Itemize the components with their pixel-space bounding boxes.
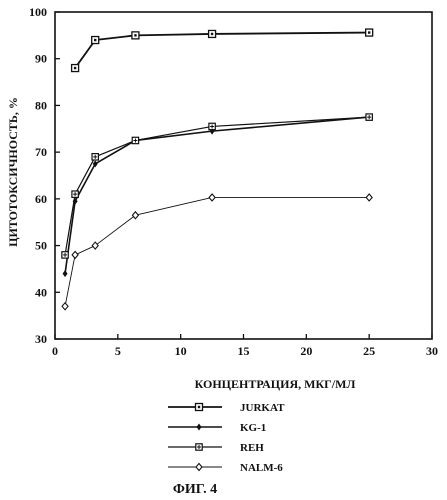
plot-frame xyxy=(54,11,433,340)
series-kg-1 xyxy=(62,113,372,278)
data-point xyxy=(365,193,373,202)
legend-marker xyxy=(196,423,202,431)
data-point xyxy=(62,270,68,278)
data-point xyxy=(131,31,140,40)
x-tick-label: 0 xyxy=(52,344,58,358)
data-point xyxy=(208,122,216,131)
x-tick-label: 30 xyxy=(426,344,438,358)
figure-caption: ФИГ. 4 xyxy=(173,482,217,497)
data-point xyxy=(92,160,98,168)
y-tick-label: 60 xyxy=(35,192,47,206)
x-axis-ticks: 0 5 10 15 20 25 30 xyxy=(52,334,438,358)
x-tick-label: 15 xyxy=(238,344,250,358)
x-tick-label: 10 xyxy=(175,344,187,358)
legend-marker xyxy=(195,462,203,472)
y-axis-title: ЦИТОТОКСИЧНОСТЬ, % xyxy=(6,97,20,247)
data-point xyxy=(61,251,69,259)
series-line xyxy=(74,31,370,69)
y-tick-label: 40 xyxy=(35,285,47,299)
data-point xyxy=(91,241,99,250)
series-line xyxy=(64,197,370,307)
data-point xyxy=(71,250,79,260)
data-point xyxy=(61,301,69,311)
legend-item: JURKAT xyxy=(168,402,285,414)
x-axis-title: КОНЦЕНТРАЦИЯ, МКГ/МЛ xyxy=(195,377,356,391)
y-tick-label: 50 xyxy=(35,239,47,253)
series-line xyxy=(64,116,370,274)
data-point xyxy=(71,190,79,198)
y-axis-ticks: 30 40 50 60 70 80 90 100 xyxy=(29,5,60,346)
legend-label: JURKAT xyxy=(240,402,285,414)
x-tick-label: 20 xyxy=(300,344,312,358)
data-point xyxy=(365,113,373,121)
data-point xyxy=(91,35,100,45)
legend-item: NALM-6 xyxy=(168,462,283,474)
x-tick-label: 5 xyxy=(115,344,121,358)
data-point xyxy=(91,153,100,161)
legend: JURKAT KG-1 REH NALM-6 xyxy=(168,402,285,474)
series-line xyxy=(64,116,370,256)
plot-area: 0 5 10 15 20 25 30 30 40 50 60 70 80 90 100 xyxy=(29,5,438,358)
legend-item: KG-1 xyxy=(168,422,266,434)
series-reh xyxy=(61,113,373,259)
data-point xyxy=(70,63,80,73)
series-jurkat xyxy=(70,28,374,73)
y-tick-label: 100 xyxy=(29,5,47,19)
y-tick-label: 80 xyxy=(35,98,47,112)
data-point xyxy=(207,29,217,39)
legend-item: REH xyxy=(168,442,264,454)
legend-label: NALM-6 xyxy=(240,462,283,474)
series-nalm-6 xyxy=(61,193,373,311)
legend-label: REH xyxy=(240,442,264,454)
legend-marker xyxy=(195,443,203,451)
series-layer xyxy=(61,28,374,311)
data-point xyxy=(208,193,216,202)
legend-marker xyxy=(194,402,204,412)
data-point xyxy=(365,28,374,37)
data-point xyxy=(131,136,140,145)
x-tick-label: 25 xyxy=(363,344,375,358)
legend-label: KG-1 xyxy=(240,422,266,434)
data-point xyxy=(131,210,140,220)
y-tick-label: 90 xyxy=(35,52,47,66)
y-tick-label: 70 xyxy=(35,145,47,159)
y-tick-label: 30 xyxy=(35,332,47,346)
